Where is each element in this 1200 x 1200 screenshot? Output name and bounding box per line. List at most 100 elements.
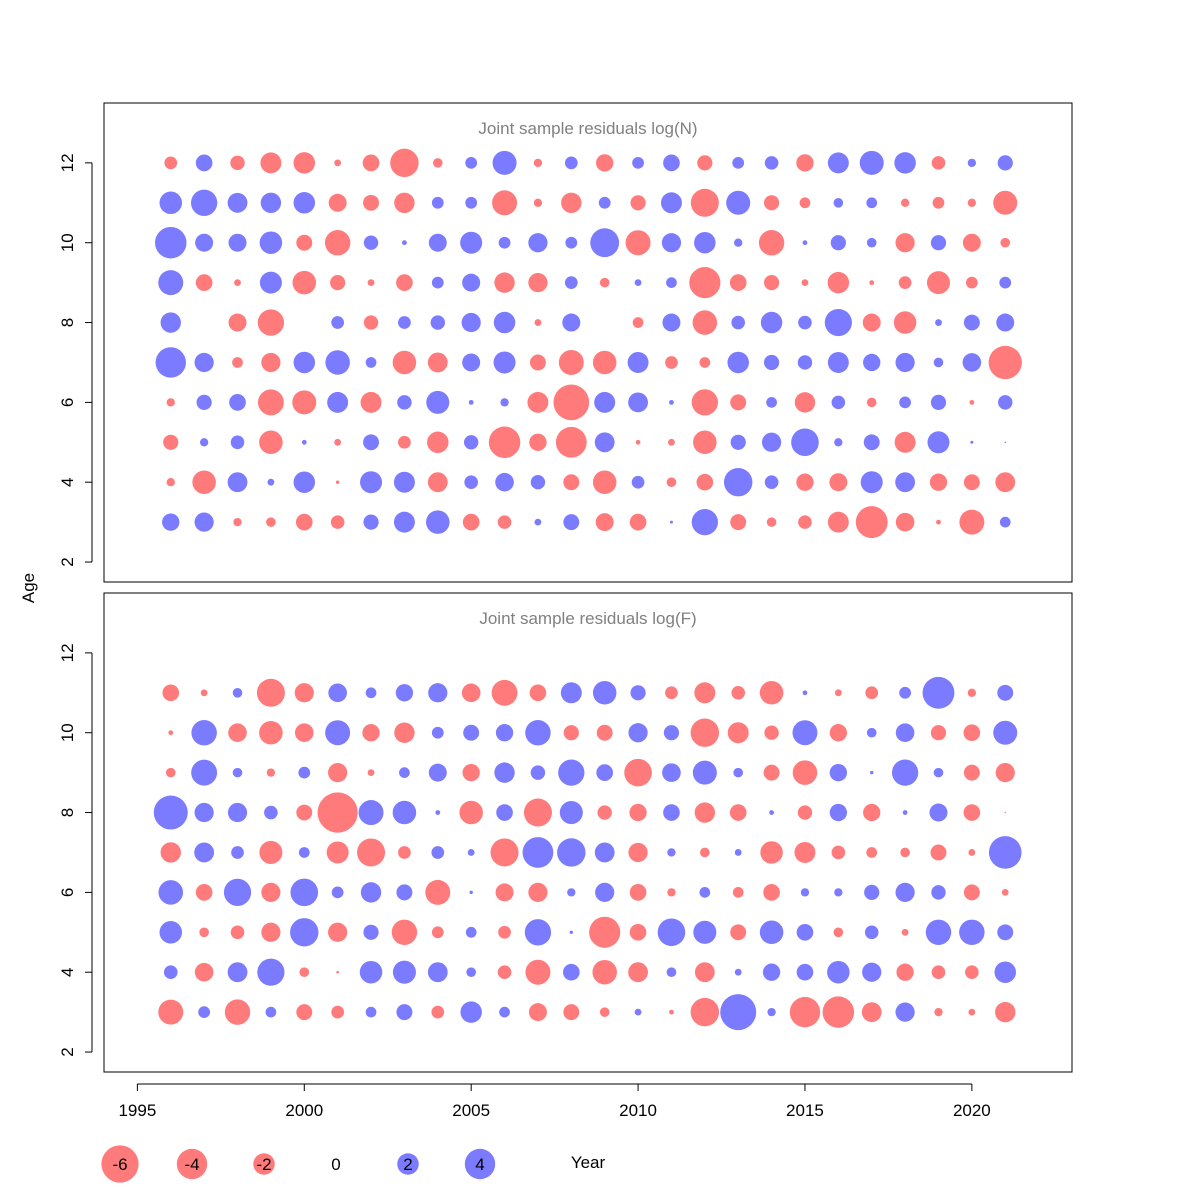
legend-bubble <box>397 1153 419 1175</box>
bubble <box>330 275 346 291</box>
bubble <box>730 514 747 531</box>
bubble <box>931 156 946 170</box>
y-tick-label: 12 <box>58 643 77 662</box>
y-tick-label: 8 <box>58 318 77 327</box>
bubble <box>965 965 979 980</box>
bubble <box>863 434 880 451</box>
bubble <box>691 389 718 416</box>
bubble <box>194 352 214 373</box>
bubble <box>894 152 916 174</box>
bubble <box>290 878 319 907</box>
bubble <box>863 353 881 372</box>
bubble <box>256 678 285 707</box>
bubble <box>266 768 276 777</box>
bubble <box>694 962 715 983</box>
bubble <box>461 312 481 333</box>
bubble <box>997 684 1014 701</box>
bubble <box>761 432 782 452</box>
bubble <box>529 433 547 451</box>
bubble <box>229 394 246 411</box>
bubble <box>727 351 749 374</box>
bubble <box>895 1002 915 1022</box>
bubble <box>465 156 478 169</box>
bubble <box>589 916 621 948</box>
bubble <box>665 356 678 369</box>
bubble <box>464 475 478 490</box>
bubble <box>158 880 184 905</box>
bubble <box>257 389 284 416</box>
bubble <box>533 158 543 168</box>
bubble <box>660 192 682 214</box>
bubble <box>194 512 214 532</box>
bubble <box>428 683 448 703</box>
bubble <box>993 720 1018 745</box>
bubble <box>798 515 812 529</box>
bubble <box>431 926 444 939</box>
bubble <box>428 233 447 252</box>
bubble <box>199 438 209 447</box>
bubble <box>866 197 878 209</box>
bubble <box>692 310 718 335</box>
bubble <box>933 767 944 778</box>
bubble <box>259 840 283 864</box>
bubble <box>632 317 644 328</box>
bubble <box>160 842 181 863</box>
bubble <box>530 474 546 490</box>
bubble <box>723 467 753 497</box>
bubble <box>365 687 377 699</box>
bubble <box>199 927 209 938</box>
bubble <box>562 313 581 332</box>
bubble <box>495 883 514 902</box>
bubble <box>563 1004 580 1021</box>
bubble <box>669 1009 674 1015</box>
bubble <box>330 515 345 529</box>
bubble <box>529 354 546 371</box>
bubble <box>963 314 980 331</box>
bubble <box>789 996 821 1028</box>
bubble <box>962 233 981 252</box>
bubble <box>363 194 380 211</box>
bubble <box>363 235 379 250</box>
bubble <box>627 351 649 373</box>
bubble <box>766 397 777 408</box>
bubble <box>791 428 819 457</box>
bubble <box>497 965 512 980</box>
bubble <box>997 924 1014 941</box>
legend-label: 4 <box>475 1155 484 1174</box>
bubble <box>628 392 648 413</box>
y-tick-label: 2 <box>58 1047 77 1056</box>
bubble <box>160 312 181 333</box>
bubble <box>669 399 674 405</box>
bubble <box>896 963 914 981</box>
bubble <box>899 686 911 699</box>
bubble <box>559 801 583 825</box>
bubble <box>459 800 483 825</box>
bubble <box>734 849 742 856</box>
bubble <box>328 763 348 783</box>
bubble <box>527 391 549 413</box>
bubble <box>230 155 245 171</box>
bubble <box>895 233 915 253</box>
bubble <box>534 518 542 526</box>
bubble <box>959 919 985 946</box>
bubble <box>494 272 515 293</box>
bubble <box>993 190 1018 215</box>
bubble <box>829 803 848 822</box>
bubble <box>228 723 247 743</box>
bubble <box>196 394 212 410</box>
bubble <box>760 841 783 864</box>
bubble <box>734 238 743 247</box>
bubble <box>558 349 584 375</box>
bubble <box>363 924 379 940</box>
bubble <box>963 764 980 781</box>
bubble <box>931 885 946 900</box>
bubble <box>365 1006 377 1018</box>
bubble <box>396 274 413 291</box>
bubble <box>968 849 976 856</box>
bubble <box>396 1004 413 1021</box>
bubble <box>628 723 648 743</box>
bubble <box>800 888 810 897</box>
bubble <box>194 802 214 823</box>
bubble <box>491 679 518 706</box>
bubble <box>397 395 412 410</box>
